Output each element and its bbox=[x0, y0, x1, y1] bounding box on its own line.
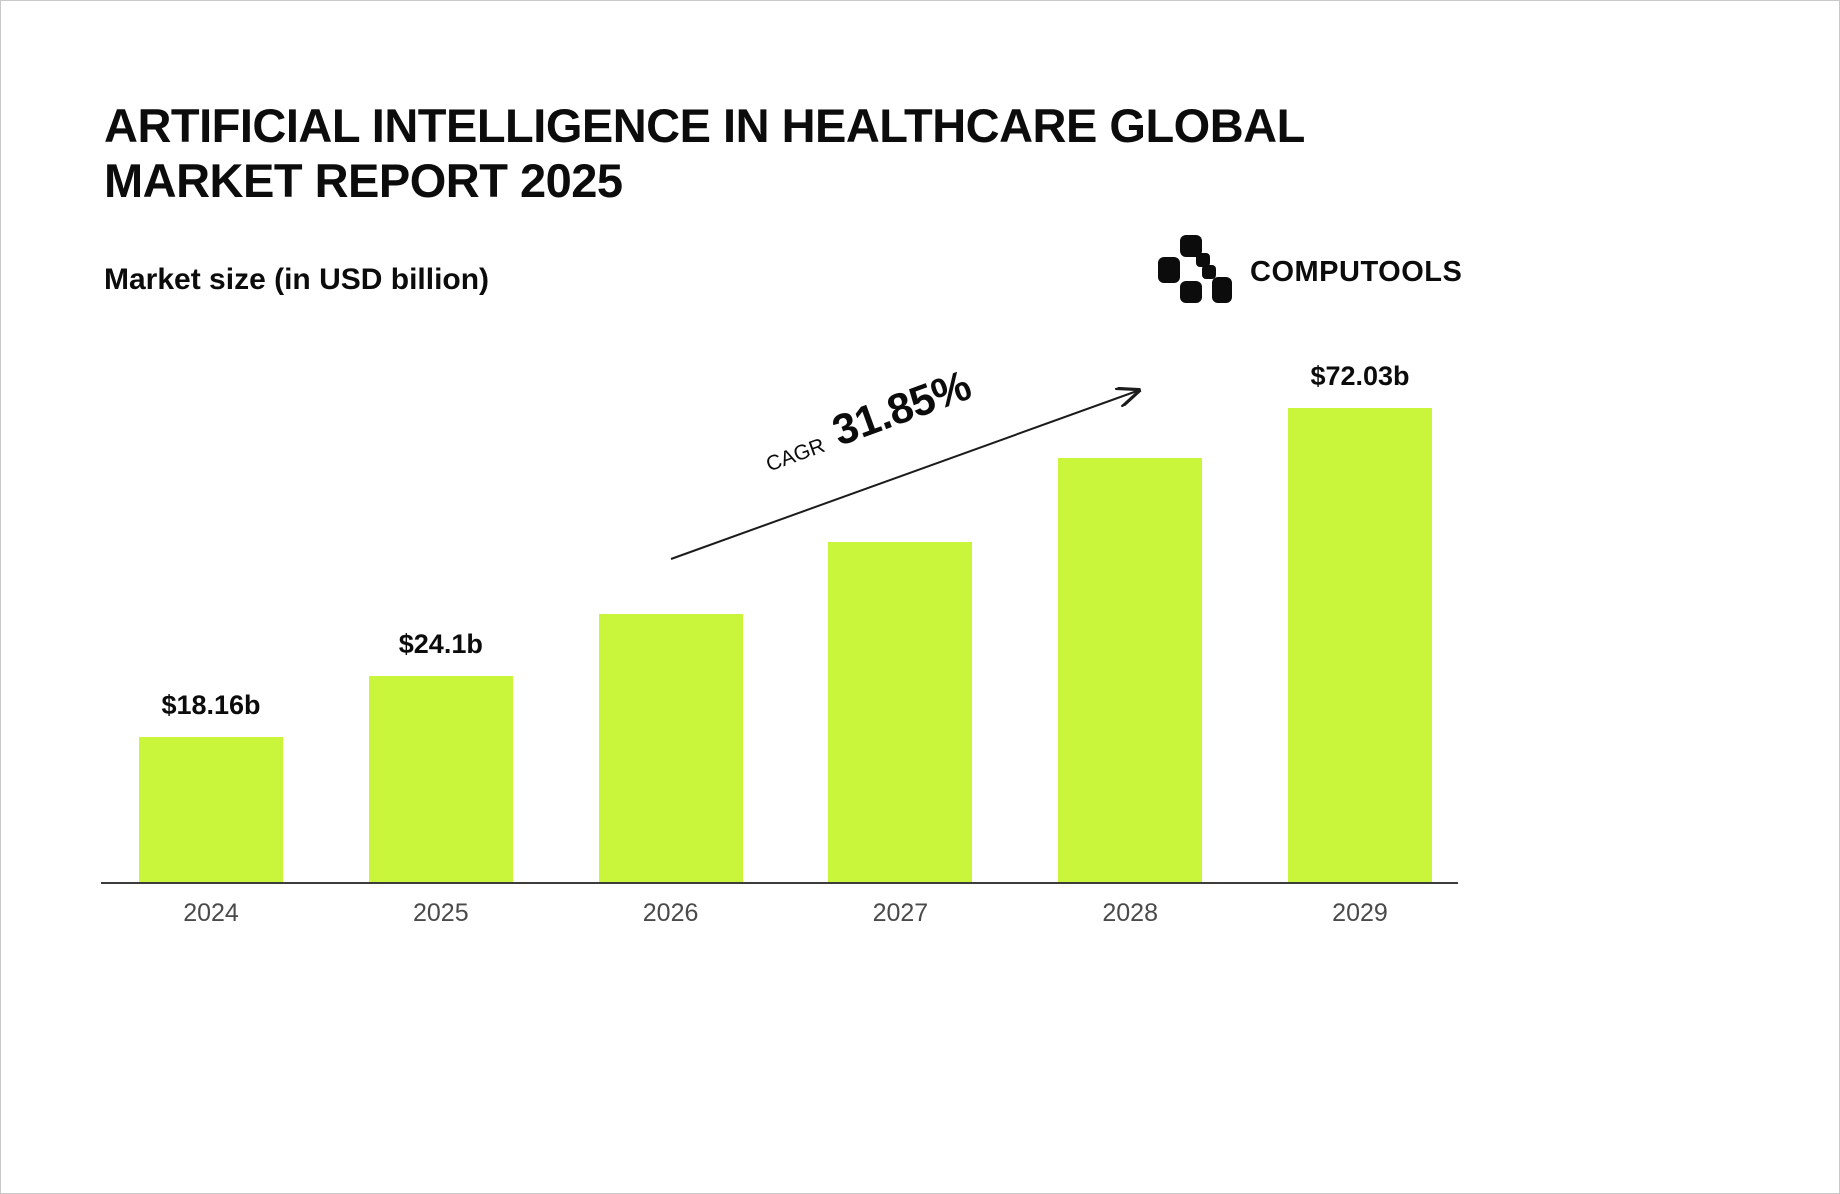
x-tick-2024: 2024 bbox=[183, 899, 239, 927]
computools-logo-icon bbox=[1156, 235, 1234, 310]
bar-value-label: $18.16b bbox=[161, 690, 261, 720]
bar-group-2025: $24.1b bbox=[368, 361, 513, 882]
bar-2028 bbox=[1058, 458, 1203, 882]
x-tick-2028: 2028 bbox=[1102, 899, 1158, 927]
x-axis-labels: 2024 2025 2026 2027 2028 2029 bbox=[139, 899, 1432, 928]
chart-subtitle: Market size (in USD billion) bbox=[104, 263, 490, 296]
bar-chart: $18.16b $24.1b $72.03b bbox=[139, 361, 1432, 882]
bar-2024 bbox=[139, 737, 283, 882]
bar-value-label: $24.1b bbox=[398, 629, 483, 659]
x-axis-line bbox=[101, 882, 1458, 884]
x-tick-2025: 2025 bbox=[412, 899, 469, 927]
bar-2027 bbox=[828, 542, 973, 882]
page-title-line-2: MARKET REPORT 2025 bbox=[104, 153, 623, 207]
brand-name: COMPUTOOLS bbox=[1250, 256, 1463, 288]
bar-2026 bbox=[598, 614, 743, 882]
bar-group-2028 bbox=[1058, 361, 1203, 882]
x-tick-2029: 2029 bbox=[1332, 899, 1388, 927]
bar-value-label: $72.03b bbox=[1310, 361, 1410, 391]
bar-group-2024: $18.16b bbox=[139, 361, 283, 882]
page-title: ARTIFICIAL INTELLIGENCE IN HEALTHCARE GL… bbox=[104, 99, 1305, 209]
x-tick-2027: 2027 bbox=[872, 899, 929, 927]
bar-2029 bbox=[1287, 408, 1432, 882]
bar-group-2027 bbox=[828, 361, 973, 882]
page-title-line-1: ARTIFICIAL INTELLIGENCE IN HEALTHCARE GL… bbox=[104, 99, 1305, 152]
bar-group-2029: $72.03b bbox=[1287, 361, 1432, 882]
bar-2025 bbox=[368, 676, 513, 882]
x-tick-2026: 2026 bbox=[642, 899, 699, 927]
brand-logo: COMPUTOOLS bbox=[1156, 235, 1462, 310]
bar-group-2026 bbox=[598, 361, 743, 882]
